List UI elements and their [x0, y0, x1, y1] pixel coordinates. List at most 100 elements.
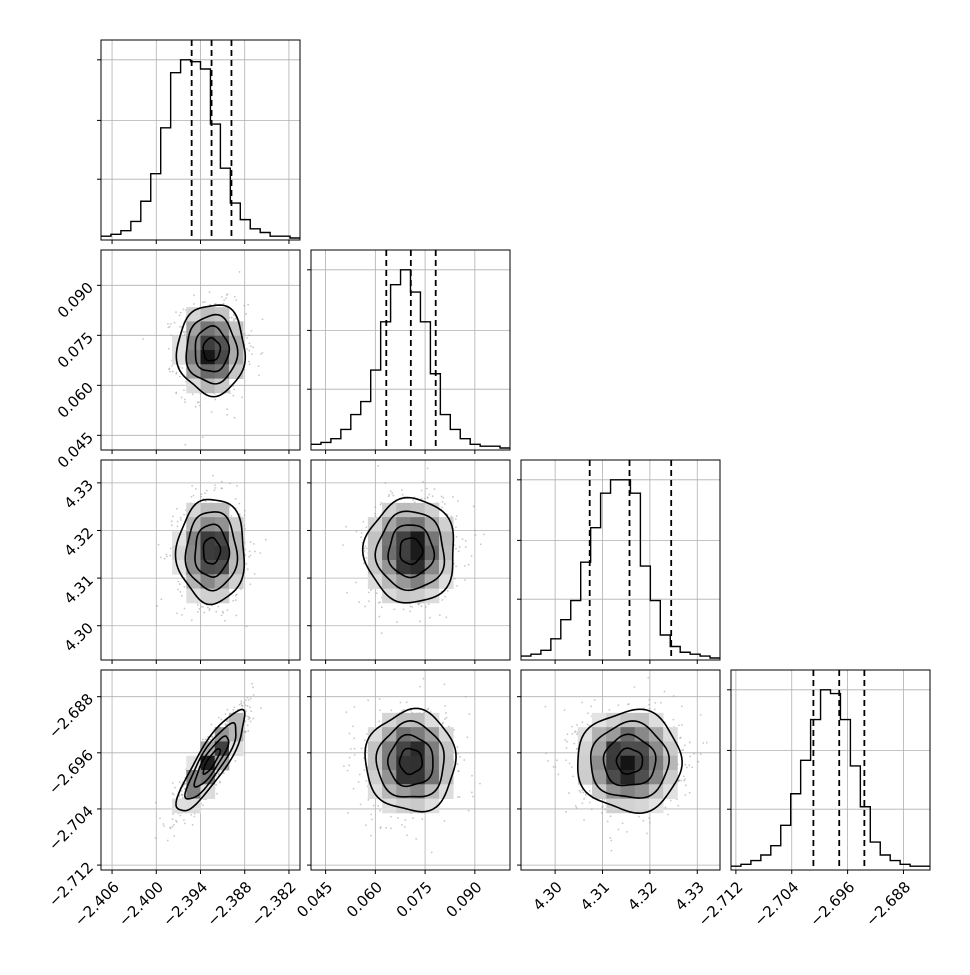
scatter-point	[457, 796, 459, 798]
scatter-point	[202, 301, 204, 303]
scatter-point	[359, 774, 361, 776]
scatter-point	[441, 599, 443, 601]
scatter-point	[419, 686, 421, 688]
scatter-point	[204, 301, 206, 303]
scatter-point	[249, 706, 251, 708]
scatter-point	[168, 348, 170, 350]
scatter-point	[400, 702, 402, 704]
scatter-point	[425, 606, 427, 608]
scatter-point	[258, 374, 260, 376]
density-cell	[396, 756, 411, 771]
scatter-point	[184, 608, 186, 610]
scatter-point	[374, 506, 376, 508]
scatter-point	[380, 504, 382, 506]
scatter-point	[247, 304, 249, 306]
scatter-point	[245, 720, 247, 722]
scatter-point	[475, 534, 477, 536]
scatter-point	[466, 736, 468, 738]
scatter-point	[253, 694, 255, 696]
scatter-point	[155, 802, 157, 804]
density-cell	[425, 546, 440, 561]
scatter-point	[358, 601, 360, 603]
scatter-point	[412, 499, 414, 501]
scatter-point	[428, 603, 430, 605]
scatter-point	[247, 568, 249, 570]
scatter-point	[378, 720, 380, 722]
scatter-point	[464, 565, 466, 567]
scatter-point	[244, 548, 246, 550]
scatter-point	[649, 708, 651, 710]
scatter-point	[345, 526, 347, 528]
scatter-point	[190, 814, 192, 816]
scatter-point	[225, 297, 227, 299]
scatter-point	[458, 550, 460, 552]
density-cell	[425, 784, 440, 799]
scatter-point	[247, 724, 249, 726]
scatter-point	[421, 818, 423, 820]
scatter-point	[415, 838, 417, 840]
axes-frame	[521, 460, 720, 660]
scatter-point	[197, 402, 199, 404]
scatter-point	[364, 606, 366, 608]
scatter-point	[377, 465, 379, 467]
scatter-point	[390, 816, 392, 818]
scatter-point	[179, 326, 181, 328]
scatter-point	[159, 817, 161, 819]
scatter-point	[421, 490, 423, 492]
scatter-point	[235, 594, 237, 596]
scatter-point	[226, 709, 228, 711]
pair-panel-2-3	[517, 670, 720, 874]
scatter-point	[427, 467, 429, 469]
pair-panel-0-1	[97, 250, 300, 454]
density-cell	[186, 307, 201, 322]
scatter-point	[214, 489, 216, 491]
scatter-point	[244, 510, 246, 512]
density-cell	[172, 350, 187, 365]
scatter-point	[434, 488, 436, 490]
scatter-point	[202, 739, 204, 741]
density-cell	[201, 756, 216, 771]
scatter-point	[364, 548, 366, 550]
scatter-point	[366, 733, 368, 735]
scatter-point	[211, 411, 213, 413]
scatter-point	[456, 536, 458, 538]
scatter-point	[245, 705, 247, 707]
scatter-point	[245, 699, 247, 701]
scatter-point	[414, 501, 416, 503]
scatter-point	[248, 334, 250, 336]
scatter-point	[214, 399, 216, 401]
scatter-point	[181, 367, 183, 369]
scatter-point	[391, 492, 393, 494]
density-cell	[396, 770, 411, 785]
scatter-point	[401, 489, 403, 491]
scatter-point	[358, 781, 360, 783]
scatter-point	[252, 686, 254, 688]
scatter-point	[179, 315, 181, 317]
scatter-point	[212, 475, 214, 477]
scatter-point	[654, 702, 656, 704]
scatter-point	[402, 494, 404, 496]
panel-content	[101, 668, 300, 870]
scatter-point	[364, 545, 366, 547]
density-cell	[411, 727, 426, 742]
panel-content	[101, 460, 300, 660]
scatter-point	[172, 515, 174, 517]
scatter-point	[253, 543, 255, 545]
scatter-point	[245, 731, 247, 733]
scatter-point	[179, 591, 181, 593]
scatter-point	[429, 617, 431, 619]
scatter-point	[218, 717, 220, 719]
scatter-point	[176, 508, 178, 510]
scatter-point	[171, 520, 173, 522]
scatter-point	[203, 612, 205, 614]
scatter-point	[422, 481, 424, 483]
scatter-point	[214, 484, 216, 486]
scatter-point	[464, 579, 466, 581]
scatter-point	[167, 840, 169, 842]
scatter-point	[447, 590, 449, 592]
scatter-point	[348, 764, 350, 766]
scatter-point	[176, 526, 178, 528]
histogram-step-2	[521, 480, 720, 658]
scatter-point	[361, 532, 363, 534]
scatter-point	[445, 712, 447, 714]
